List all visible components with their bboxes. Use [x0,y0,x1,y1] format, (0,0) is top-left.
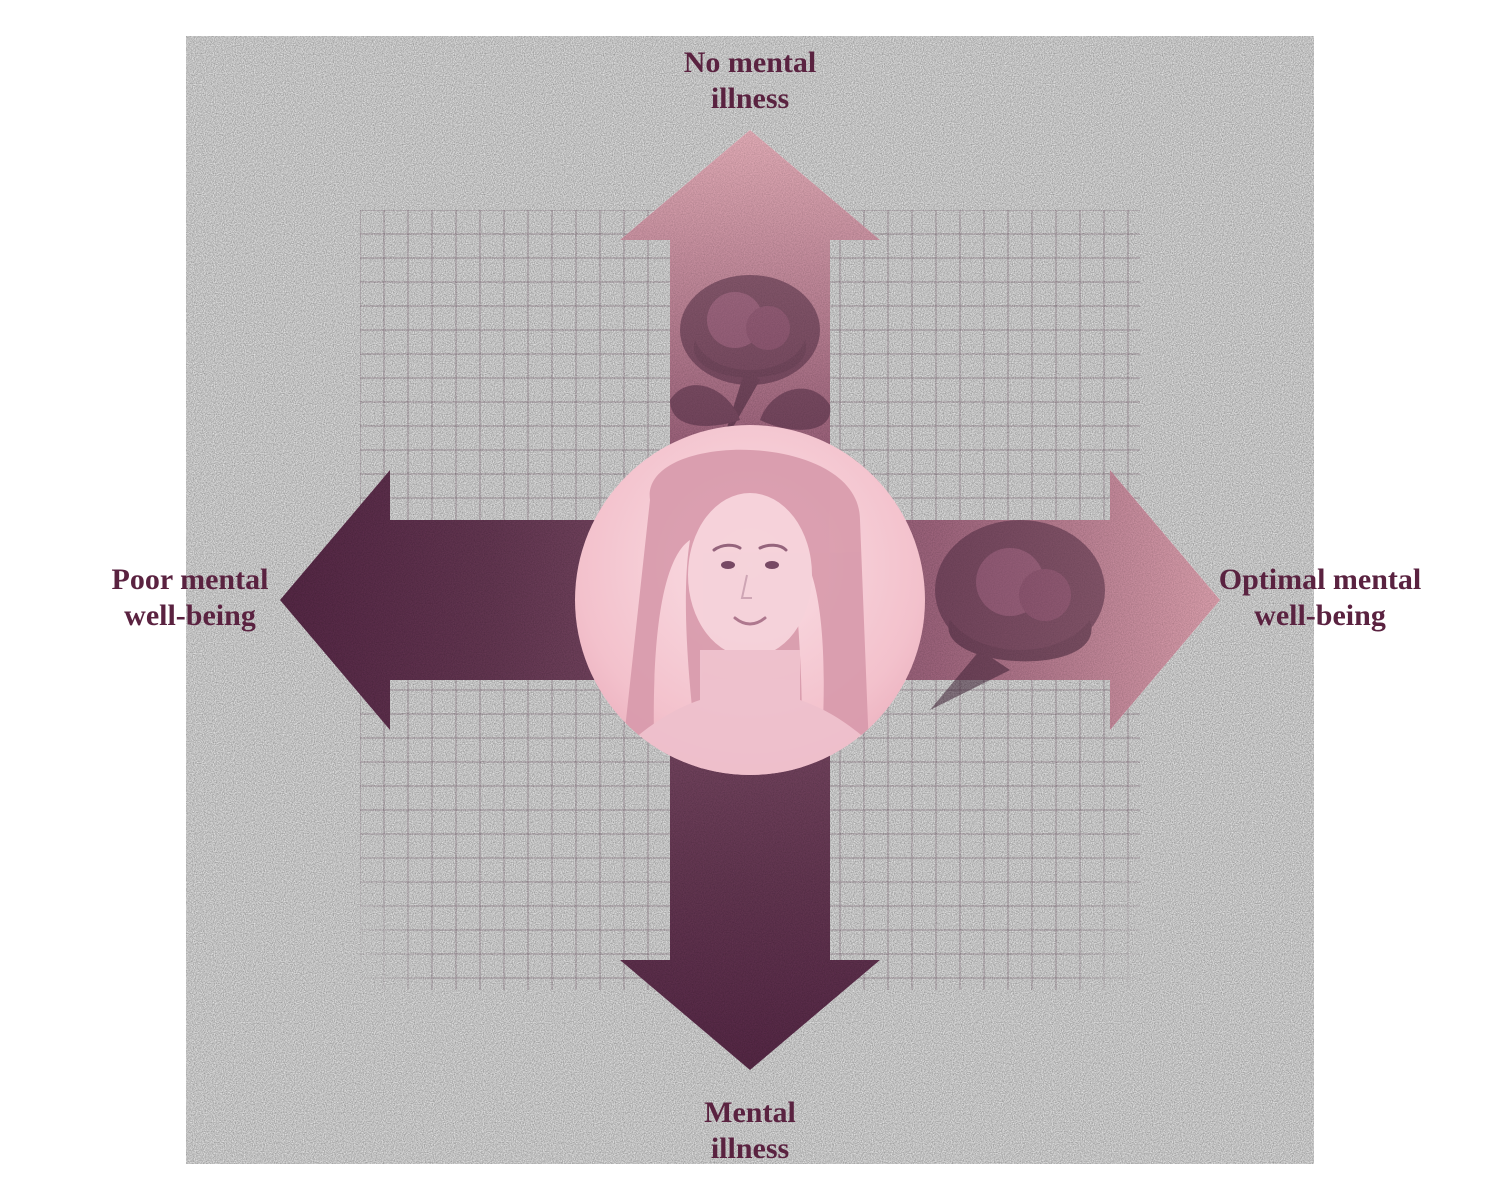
label-right: Optimal mental well-being [1170,562,1470,634]
label-top: No mental illness [600,45,900,117]
label-left: Poor mental well-being [40,562,340,634]
diagram-stage: No mental illness Mental illness Poor me… [0,0,1500,1197]
label-bottom: Mental illness [600,1095,900,1167]
center-portrait [575,425,925,775]
